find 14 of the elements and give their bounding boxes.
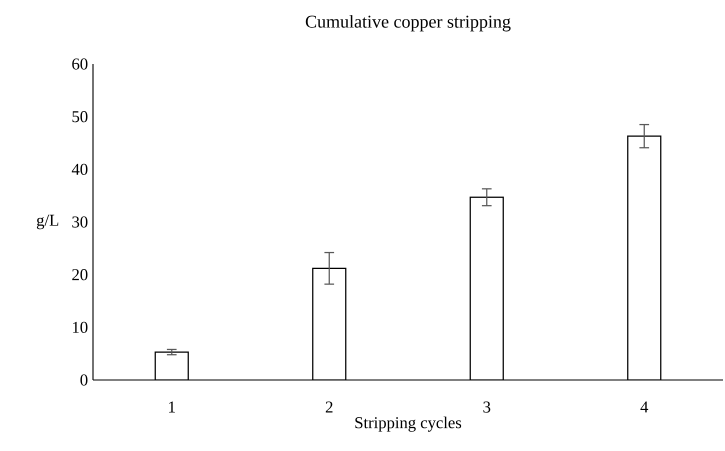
y-tick-label: 0 <box>80 374 88 386</box>
x-axis-title: Stripping cycles <box>355 416 462 432</box>
y-tick-label: 50 <box>72 111 88 122</box>
x-tick-label: 4 <box>640 401 648 412</box>
y-tick-label: 40 <box>72 164 88 175</box>
x-tick-label: 2 <box>326 401 332 412</box>
y-axis-title: g/L <box>36 214 58 230</box>
x-tick-label: 3 <box>483 401 490 413</box>
y-tick-label: 20 <box>72 269 88 280</box>
y-tick-label: 10 <box>72 322 88 333</box>
chart-title: Cumulative copper stripping <box>306 15 511 32</box>
y-tick-label: 60 <box>72 58 88 70</box>
y-tick-label: 30 <box>72 216 88 228</box>
x-tick-label: 1 <box>169 401 175 412</box>
